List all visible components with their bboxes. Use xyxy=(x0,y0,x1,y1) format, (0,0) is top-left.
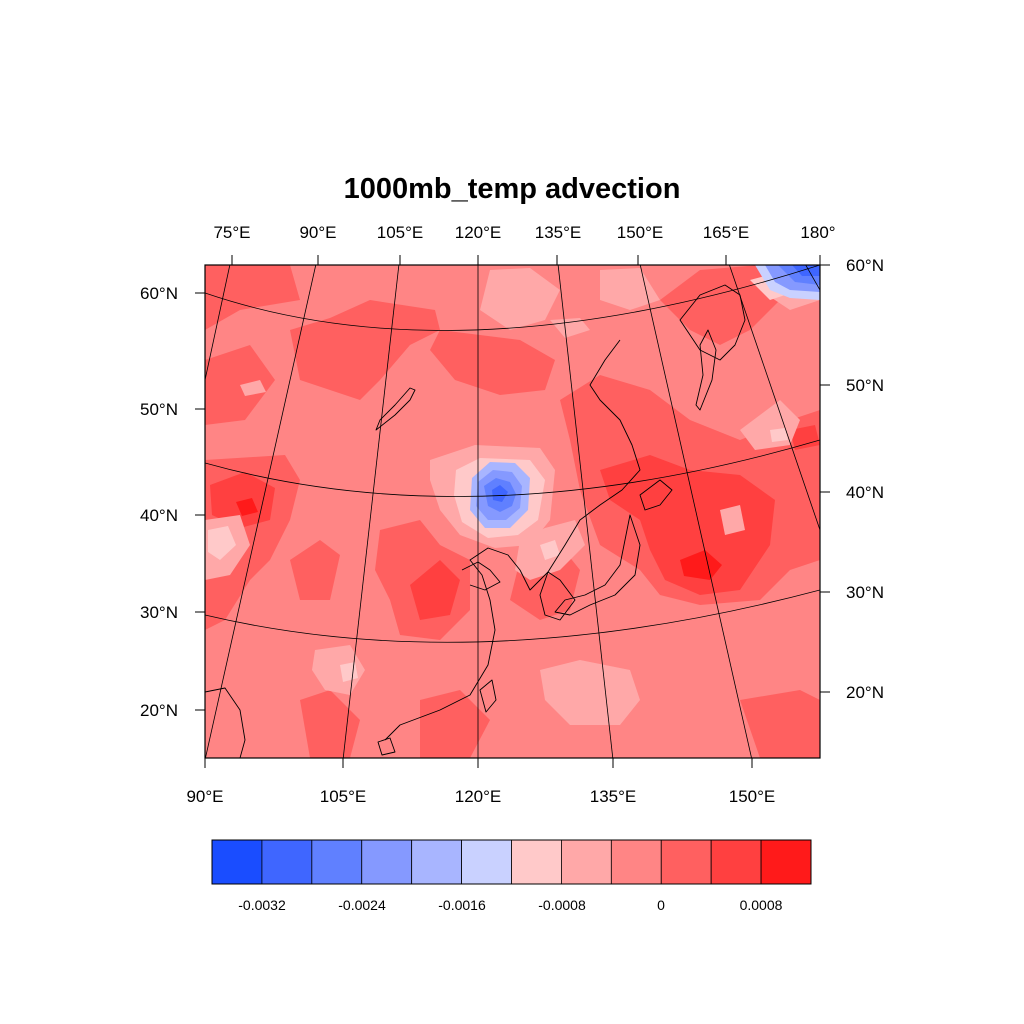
map-area xyxy=(205,265,820,758)
colorbar-boxes xyxy=(211,839,812,885)
colorbar-box xyxy=(710,839,762,885)
top-lon-label: 135°E xyxy=(535,223,582,242)
top-lon-label: 105°E xyxy=(377,223,424,242)
colorbar-box xyxy=(361,839,413,885)
longitude-lines xyxy=(205,265,820,758)
bottom-lon-label: 90°E xyxy=(186,787,223,806)
top-lon-label: 90°E xyxy=(299,223,336,242)
colorbar-tick-label: 0.0008 xyxy=(740,897,783,913)
left-lat-label: 30°N xyxy=(140,603,178,622)
right-lat-label: 30°N xyxy=(846,583,884,602)
left-lat-label: 20°N xyxy=(140,701,178,720)
colorbar-tick-label: -0.0032 xyxy=(238,897,286,913)
field-level-deep-red xyxy=(236,498,722,580)
top-lon-label: 150°E xyxy=(617,223,664,242)
top-lon-label: 165°E xyxy=(703,223,750,242)
top-lon-label: 180° xyxy=(800,223,835,242)
latitude-lines xyxy=(205,265,820,643)
left-lat-label: 60°N xyxy=(140,284,178,303)
colorbar-tick-label: -0.0024 xyxy=(338,897,386,913)
colorbar-box xyxy=(261,839,313,885)
right-lat-label: 60°N xyxy=(846,256,884,275)
colorbar-tick-label: 0 xyxy=(657,897,665,913)
top-longitude-labels: 75°E 90°E 105°E 120°E 135°E 150°E 165°E … xyxy=(213,223,835,242)
field-level-blue-ne-4 xyxy=(792,265,820,276)
bottom-lon-label: 150°E xyxy=(729,787,776,806)
right-lat-label: 40°N xyxy=(846,483,884,502)
colorbar: -0.0032 -0.0024 -0.0016 -0.0008 0 0.0008 xyxy=(211,839,812,913)
bottom-lon-label: 105°E xyxy=(320,787,367,806)
map-title: 1000mb_temp advection xyxy=(344,173,681,205)
colorbar-box xyxy=(411,839,462,885)
bottom-lon-label: 120°E xyxy=(455,787,502,806)
field-level-red xyxy=(210,425,820,620)
coastlines xyxy=(205,284,746,758)
left-lat-label: 40°N xyxy=(140,506,178,525)
left-latitude-labels: 60°N 50°N 40°N 30°N 20°N xyxy=(140,284,178,720)
colorbar-box xyxy=(311,839,363,885)
colorbar-box xyxy=(511,839,562,885)
top-lon-label: 120°E xyxy=(455,223,502,242)
colorbar-tick-label: -0.0008 xyxy=(538,897,586,913)
field-level-blue-4 xyxy=(492,485,508,502)
bottom-longitude-labels: 90°E 105°E 120°E 135°E 150°E xyxy=(186,787,775,806)
left-lat-label: 50°N xyxy=(140,400,178,419)
colorbar-box xyxy=(561,839,612,885)
right-lat-label: 20°N xyxy=(846,683,884,702)
colorbar-frame xyxy=(211,839,812,885)
colorbar-box xyxy=(461,839,512,885)
map-frame xyxy=(204,264,821,759)
colorbar-tick-label: -0.0016 xyxy=(438,897,486,913)
colorbar-box xyxy=(760,839,812,885)
colorbar-labels: -0.0032 -0.0024 -0.0016 -0.0008 0 0.0008 xyxy=(238,897,782,913)
right-lat-label: 50°N xyxy=(846,376,884,395)
colorbar-box xyxy=(211,839,263,885)
colorbar-box xyxy=(610,839,662,885)
tick-marks xyxy=(195,255,830,768)
colorbar-box xyxy=(660,839,712,885)
top-lon-label: 75°E xyxy=(213,223,250,242)
bottom-lon-label: 135°E xyxy=(590,787,637,806)
right-latitude-labels: 60°N 50°N 40°N 30°N 20°N xyxy=(846,256,884,702)
